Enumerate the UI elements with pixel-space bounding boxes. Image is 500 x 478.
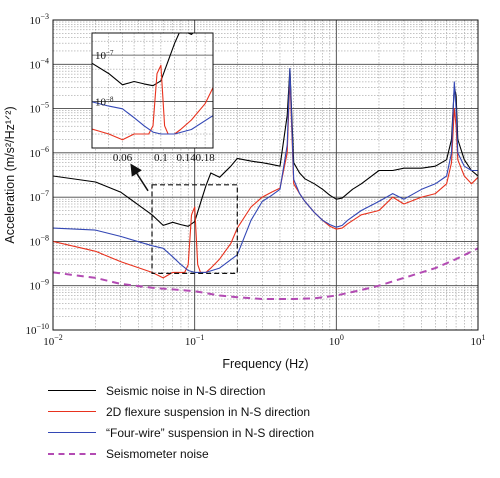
x-tick-exp-0: −2 [54,333,63,342]
zoom-region-box [151,184,238,274]
inset-series-line-1 [92,64,213,141]
y-tick-label-5: 10−5 [29,101,49,116]
y-tick-exp-6: −4 [40,56,49,65]
inset-y-tick-exp-1: −8 [106,96,114,104]
y-tick-exp-3: −7 [40,189,49,198]
x-axis-title: Frequency (Hz) [222,357,308,371]
y-tick-label-0: 10−10 [25,322,49,337]
legend-swatch-seismic-noise [48,390,96,391]
inset-y-tick-exp-0: −7 [106,49,114,57]
legend-swatch-four-wire [48,432,96,433]
y-axis-title: Acceleration (m/s²/Hz¹ᐟ²) [3,106,17,243]
y-tick-exp-0: −10 [36,322,49,331]
x-tick-exp-2: 0 [340,333,344,342]
series-line-0 [53,68,478,227]
y-tick-label-4: 10−6 [29,145,49,160]
y-tick-exp-7: −3 [40,12,49,21]
x-tick-exp-1: −1 [196,333,205,342]
inset-x-tick-label-1: 0.1 [154,152,168,164]
series-line-2 [53,68,478,273]
plot-frame [52,19,479,331]
y-tick-label-1: 10−9 [29,278,49,293]
legend-item-2d-flexure: 2D flexure suspension in N-S direction [48,401,478,422]
series-line-3 [53,247,478,300]
legend-swatch-2d-flexure [48,411,96,412]
legend-label-2d-flexure: 2D flexure suspension in N-S direction [106,404,311,419]
inset-frame [91,32,214,149]
inset-grid [92,33,213,148]
legend-label-seismometer-noise: Seismometer noise [106,446,209,461]
x-tick-label-0: 10−2 [43,333,63,348]
x-tick-label-2: 100 [329,333,344,348]
inset-x-tick-label-0: 0.06 [113,152,133,164]
legend-item-seismometer-noise: Seismometer noise [48,443,478,464]
inset-series-group [92,33,213,141]
y-tick-exp-4: −6 [40,145,49,154]
inset-series-line-0 [92,33,194,87]
inset-x-tick-label-2: 0.14 [177,152,197,164]
legend-swatch-seismometer-noise [48,452,96,455]
series-group [53,68,478,300]
inset-x-tick-label-3: 0.18 [195,152,215,164]
x-tick-label-1: 10−1 [185,333,205,348]
zoom-arrow [130,163,149,192]
legend-label-four-wire: “Four-wire” suspension in N-S direction [106,425,315,440]
y-tick-label-3: 10−7 [29,189,49,204]
y-tick-exp-2: −8 [40,233,49,242]
y-tick-label-7: 10−3 [29,12,49,27]
y-tick-exp-5: −5 [40,101,49,110]
y-tick-label-6: 10−4 [29,56,49,71]
legend-label-seismic-noise: Seismic noise in N-S direction [106,383,266,398]
y-tick-label-2: 10−8 [29,233,49,248]
legend-item-seismic-noise: Seismic noise in N-S direction [48,380,478,401]
inset-series-line-2 [92,101,213,135]
legend: Seismic noise in N-S direction 2D flexur… [48,380,478,464]
legend-item-four-wire: “Four-wire” suspension in N-S direction [48,422,478,443]
y-tick-exp-1: −9 [40,278,49,287]
x-tick-exp-3: 1 [482,333,486,342]
x-tick-label-3: 101 [471,333,486,348]
